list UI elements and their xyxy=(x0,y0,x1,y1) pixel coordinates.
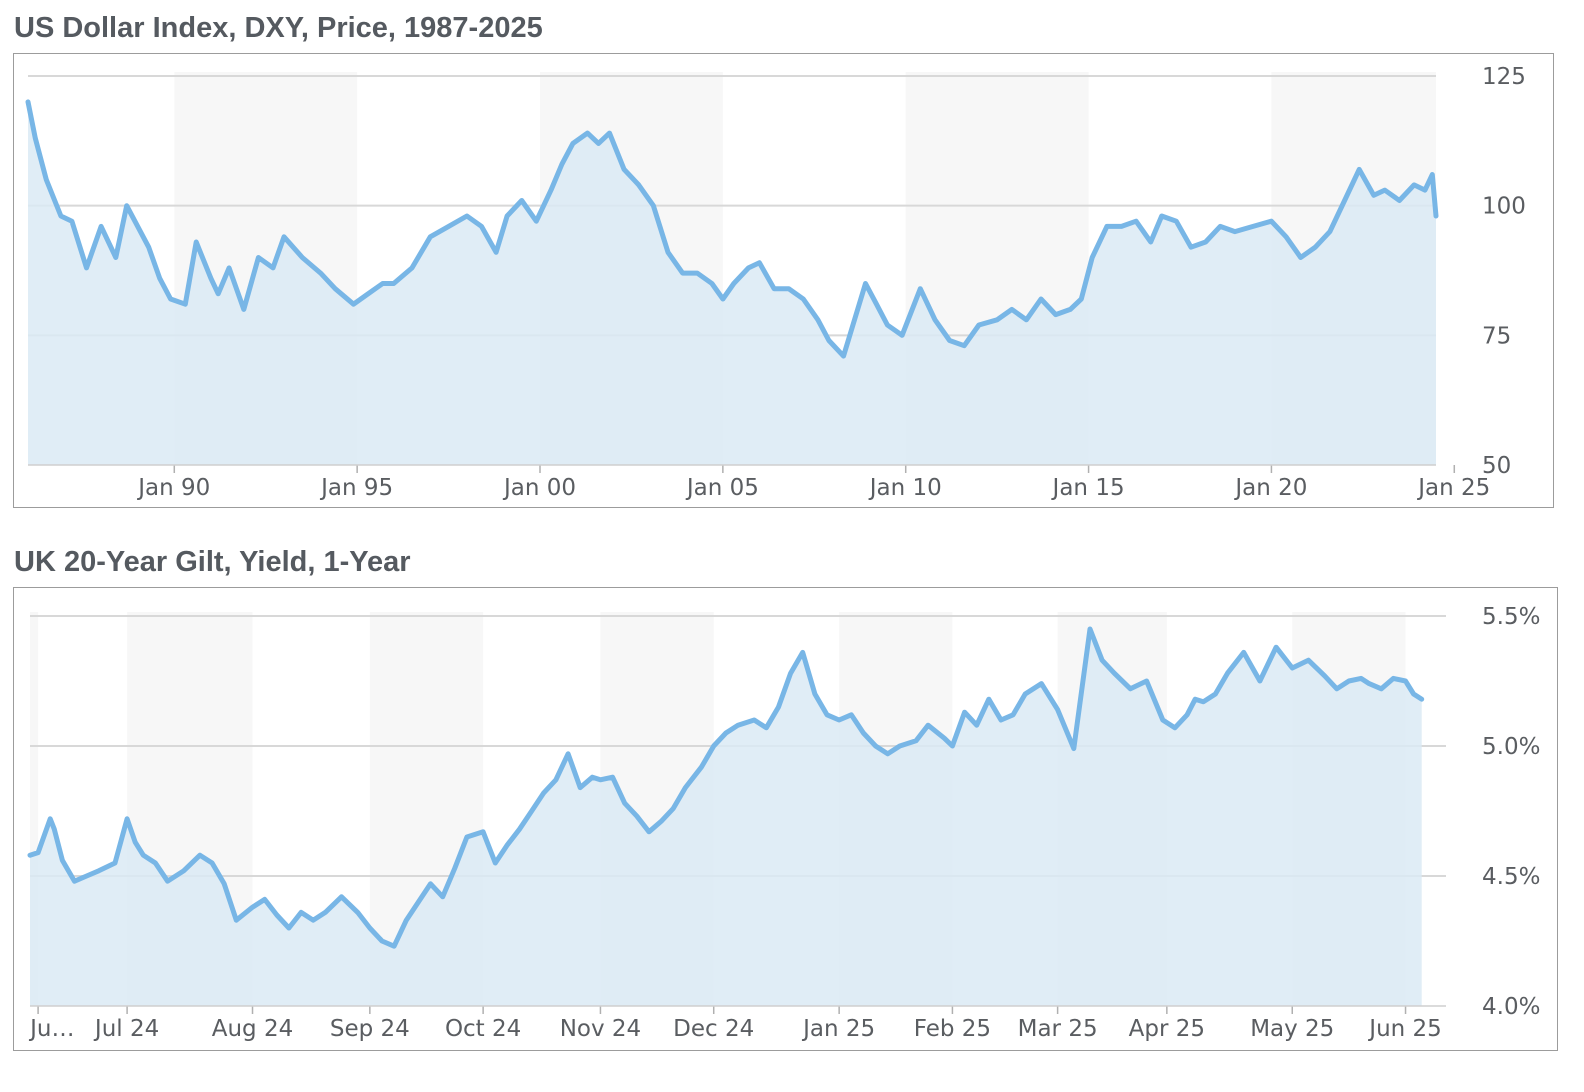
dxy-x-tick-label: Jan 05 xyxy=(685,475,759,501)
gilt-series-area xyxy=(30,629,1422,1006)
gilt-x-tick-label: Feb 25 xyxy=(914,1016,991,1042)
dxy-y-tick-label: 100 xyxy=(1482,194,1526,220)
gilt-x-tick-label: Mar 25 xyxy=(1018,1016,1098,1042)
dxy-y-tick-label: 125 xyxy=(1482,64,1526,90)
dxy-y-tick-label: 75 xyxy=(1482,323,1511,349)
dxy-x-tick-label: Jan 10 xyxy=(868,475,942,501)
gilt-x-tick-label: Jun 25 xyxy=(1367,1016,1442,1042)
gilt-y-tick-label: 5.5% xyxy=(1482,604,1540,630)
gilt-x-tick-label: Ju… xyxy=(28,1016,74,1042)
dxy-x-tick-label: Jan 00 xyxy=(502,475,576,501)
dxy-y-tick-label: 50 xyxy=(1482,453,1511,479)
gilt-x-tick-label: Aug 24 xyxy=(212,1016,294,1042)
dxy-x-tick-label: Jan 95 xyxy=(319,475,393,501)
chart-title-dxy: US Dollar Index, DXY, Price, 1987-2025 xyxy=(14,12,543,44)
gilt-x-tick-label: Jul 24 xyxy=(93,1016,159,1042)
dxy-chart-panel: Jan 90 Jan 95 Jan 00 Jan 05 Jan 10 Jan 15 Jan … xyxy=(13,53,1554,508)
gilt-y-tick-label: 4.0% xyxy=(1482,994,1540,1020)
dxy-x-tick-label: Jan 90 xyxy=(136,475,210,501)
gilt-x-tick-label: May 25 xyxy=(1250,1016,1334,1042)
dxy-x-tick-label: Jan 15 xyxy=(1051,475,1125,501)
gilt-x-tick-label: Dec 24 xyxy=(673,1016,754,1042)
gilt-chart-panel: Ju… Jul 24 Aug 24 Sep 24 Oct 24 Nov 24 Dec 24 J… xyxy=(13,587,1558,1051)
gilt-chart-svg: Ju… Jul 24 Aug 24 Sep 24 Oct 24 Nov 24 Dec 24 J… xyxy=(27,604,1540,1042)
gilt-x-tick-label: Oct 24 xyxy=(445,1016,521,1042)
gilt-x-tick-label: Apr 25 xyxy=(1129,1016,1205,1042)
dxy-x-tick-label: Jan 20 xyxy=(1233,475,1307,501)
gilt-background-band xyxy=(30,612,39,1006)
dxy-x-tick-label: Jan 25 xyxy=(1416,475,1490,501)
chart-title-gilt: UK 20-Year Gilt, Yield, 1-Year xyxy=(14,546,411,578)
gilt-y-tick-label: 5.0% xyxy=(1482,734,1540,760)
gilt-x-tick-label: Jan 25 xyxy=(801,1016,875,1042)
gilt-x-tick-label: Sep 24 xyxy=(330,1016,410,1042)
dxy-series-line xyxy=(25,99,1439,359)
gilt-y-tick-label: 4.5% xyxy=(1482,864,1540,890)
gilt-x-tick-label: Nov 24 xyxy=(560,1016,641,1042)
dxy-series-area xyxy=(28,101,1436,466)
gilt-series-line xyxy=(27,626,1425,949)
dxy-chart-svg: Jan 90 Jan 95 Jan 00 Jan 05 Jan 10 Jan 15 Jan … xyxy=(25,64,1526,501)
